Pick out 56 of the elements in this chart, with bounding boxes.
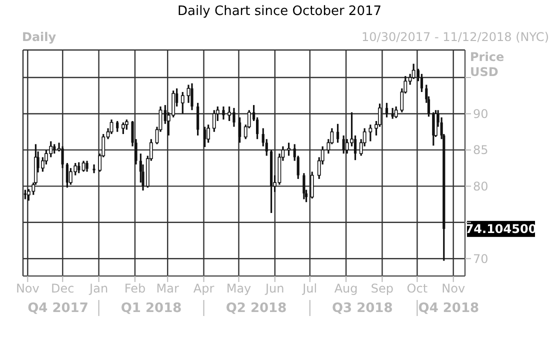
- candlestick: [310, 170, 314, 200]
- candlestick: [190, 82, 194, 111]
- x-tick-label: Jul: [302, 282, 318, 296]
- y-tick-label: 80: [473, 179, 488, 194]
- x-tick-label: Nov: [16, 282, 40, 296]
- candlestick: [82, 160, 86, 172]
- candlestick: [420, 73, 424, 93]
- candlestick: [336, 123, 340, 144]
- candlestick: [368, 124, 372, 142]
- x2-tick-label: Q4 2017: [28, 301, 88, 316]
- x2-tick-label: Q2 2018: [226, 301, 287, 316]
- x2-tick-label: Q4 2018: [418, 301, 480, 316]
- text: 74.104500: [465, 222, 537, 236]
- y-tick-label: 90: [473, 107, 488, 122]
- x-tick-label: Mar: [156, 282, 179, 296]
- candlestick: [66, 162, 68, 188]
- x-tick-label: May: [226, 282, 252, 296]
- y-axis-title: Price USD: [470, 50, 506, 80]
- candlestick: [385, 102, 388, 118]
- candlestick: [180, 91, 184, 115]
- x-tick-label: Aug: [334, 282, 358, 296]
- candlestick: [238, 116, 242, 144]
- x-tick-label: Jun: [264, 282, 284, 296]
- x-tick-label: Feb: [124, 282, 146, 296]
- candlestick: [24, 189, 27, 200]
- candlestick: [287, 142, 290, 157]
- x-tick-label: Nov: [442, 282, 466, 296]
- candlestick: [110, 118, 114, 135]
- x-tick-label: Oct: [406, 282, 428, 296]
- y-tick-label: 70: [473, 252, 488, 266]
- candlestick: [212, 109, 216, 133]
- candlestick: [302, 172, 306, 200]
- text: Daily: [22, 30, 56, 44]
- candlestick: [196, 102, 200, 136]
- x-tick-label: Apr: [193, 282, 214, 296]
- candlestick: [228, 106, 232, 122]
- y-tick-label: 85: [473, 143, 488, 158]
- candlestick: [394, 106, 398, 119]
- x-tick-label: Jan: [88, 282, 108, 296]
- candlestick: [391, 107, 394, 120]
- candlestick: [121, 122, 125, 135]
- x2-tick-label: Q3 2018: [332, 301, 393, 316]
- candlestick: [86, 160, 88, 172]
- candlestick: [206, 124, 210, 144]
- x-tick-label: Dec: [51, 282, 74, 296]
- candlestick: [116, 120, 119, 133]
- candlestick: [222, 106, 225, 120]
- chart-subtitle: 10/30/2017 - 11/12/2018 (NYC): [362, 30, 549, 44]
- candlestick: [204, 126, 206, 148]
- chart-title: Daily Chart since October 2017: [176, 4, 383, 19]
- x-tick-label: Sep: [370, 282, 394, 296]
- x2-tick-label: Q1 2018: [120, 301, 182, 316]
- candlestick: [124, 118, 128, 130]
- candlestick: [342, 134, 345, 154]
- candlestick: [53, 143, 56, 154]
- candlestick: [61, 146, 64, 169]
